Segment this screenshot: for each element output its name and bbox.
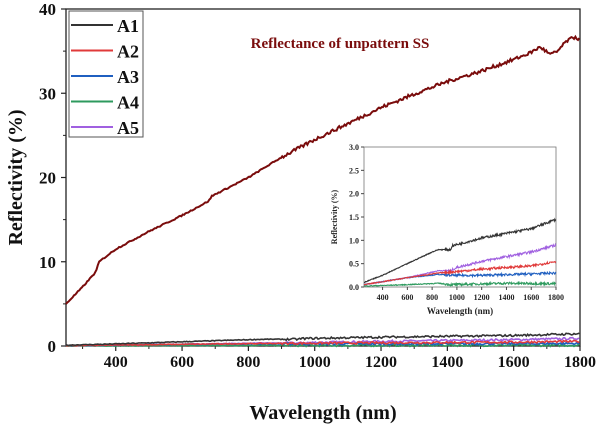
inset-y-tick-label: 0.0 (349, 283, 359, 292)
inset-x-axis-label: Wavelength (nm) (427, 306, 493, 316)
x-tick-label: 1000 (299, 354, 331, 371)
inset-x-tick-label: 600 (401, 293, 413, 302)
inset-x-tick-label: 400 (377, 293, 389, 302)
x-tick-label: 1600 (498, 354, 530, 371)
inset-y-tick-label: 1.0 (349, 236, 359, 245)
inset-x-tick-label: 1400 (498, 293, 514, 302)
legend-label-A1: A1 (117, 16, 139, 36)
inset-y-tick-label: 2.5 (349, 166, 359, 175)
inset-x-tick-label: 800 (426, 293, 438, 302)
legend-label-A3: A3 (117, 67, 139, 87)
inset-series-line-A2 (363, 260, 557, 286)
inset-y-axis-label: Reflectivity (%) (330, 189, 339, 244)
inset-x-tick-label: 1000 (449, 293, 465, 302)
y-tick-label: 10 (39, 253, 56, 272)
legend-label-A2: A2 (117, 42, 139, 62)
series-line-unpattern-ss (65, 34, 581, 305)
legend-label-A4: A4 (117, 93, 139, 113)
x-tick-label: 1200 (365, 354, 397, 371)
inset-y-tick-label: 2.0 (349, 190, 359, 199)
inset-y-tick-label: 1.5 (349, 213, 359, 222)
x-tick-label: 1400 (431, 354, 463, 371)
y-axis-label: Reflectivity (%) (5, 109, 27, 245)
y-tick-label: 20 (39, 169, 56, 188)
inset-x-tick-label: 1200 (474, 293, 490, 302)
x-tick-label: 400 (104, 354, 128, 371)
inset-series-line-A4 (363, 280, 557, 287)
y-tick-label: 40 (39, 0, 56, 19)
inset-x-tick-label: 1800 (548, 293, 564, 302)
x-tick-label: 1800 (564, 354, 596, 371)
x-tick-label: 600 (170, 354, 194, 371)
series-line-A1 (65, 332, 580, 347)
x-axis-label: Wavelength (nm) (249, 402, 396, 424)
y-tick-label: 0 (48, 337, 57, 356)
inset-x-tick-label: 1600 (523, 293, 539, 302)
inset-y-tick-label: 0.5 (349, 260, 359, 269)
chart-title: Reflectance of unpattern SS (251, 36, 430, 52)
legend-label-A5: A5 (117, 118, 139, 138)
inset-y-tick-label: 3.0 (349, 143, 359, 152)
y-tick-label: 30 (39, 84, 56, 103)
legend-box (68, 10, 144, 138)
x-tick-label: 800 (236, 354, 260, 371)
series-line-A2 (65, 339, 580, 347)
inset-series-line-A1 (364, 217, 557, 283)
